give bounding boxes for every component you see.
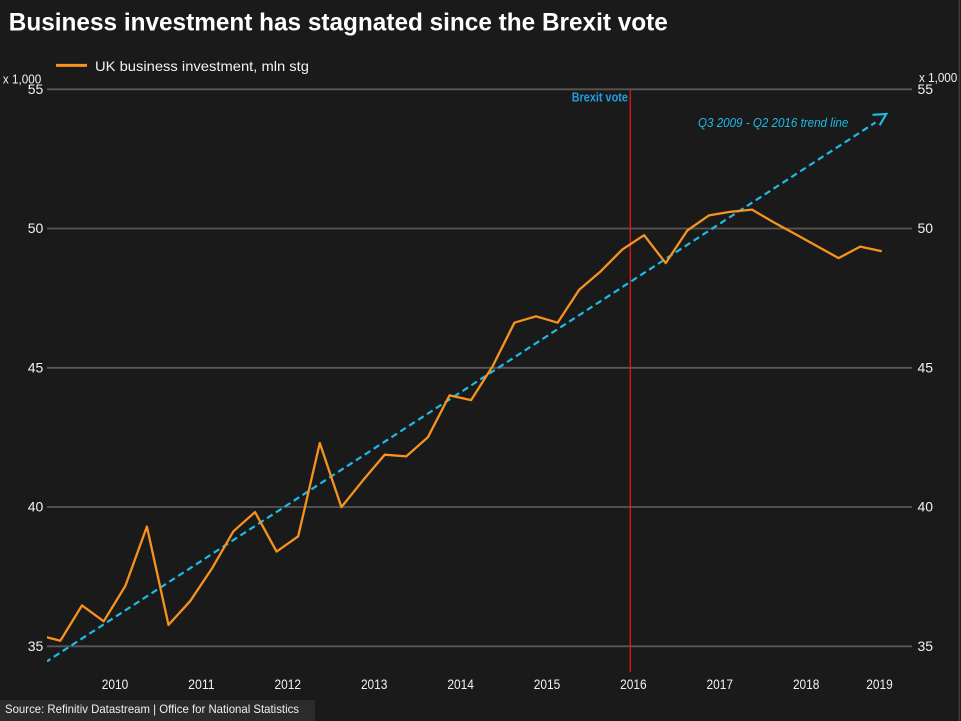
svg-text:Source: Refinitiv Datastream |: Source: Refinitiv Datastream | Office fo… — [5, 702, 299, 716]
svg-text:2014: 2014 — [447, 676, 474, 692]
svg-text:2011: 2011 — [188, 676, 215, 692]
svg-text:55: 55 — [28, 81, 44, 97]
svg-text:2019: 2019 — [866, 676, 893, 692]
svg-text:2013: 2013 — [361, 676, 388, 692]
svg-text:2017: 2017 — [707, 676, 734, 692]
svg-text:x 1,000: x 1,000 — [3, 72, 41, 87]
svg-text:35: 35 — [28, 638, 44, 654]
svg-text:Brexit vote: Brexit vote — [572, 91, 628, 105]
svg-text:35: 35 — [918, 638, 934, 654]
svg-text:2010: 2010 — [102, 676, 129, 692]
svg-text:40: 40 — [28, 499, 44, 515]
svg-text:UK business investment, mln st: UK business investment, mln stg — [95, 58, 309, 74]
svg-text:2018: 2018 — [793, 676, 820, 692]
svg-text:x 1,000: x 1,000 — [919, 70, 957, 85]
svg-text:50: 50 — [918, 220, 934, 236]
svg-text:Business investment has stagna: Business investment has stagnated since … — [9, 8, 668, 36]
svg-text:Q3 2009 - Q2 2016 trend line: Q3 2009 - Q2 2016 trend line — [698, 115, 848, 130]
svg-text:2012: 2012 — [275, 676, 302, 692]
svg-text:45: 45 — [28, 360, 44, 376]
svg-text:50: 50 — [28, 220, 44, 236]
svg-text:55: 55 — [918, 81, 934, 97]
svg-text:2015: 2015 — [534, 676, 561, 692]
svg-text:45: 45 — [918, 360, 934, 376]
svg-text:40: 40 — [918, 499, 934, 515]
svg-text:2016: 2016 — [620, 676, 647, 692]
